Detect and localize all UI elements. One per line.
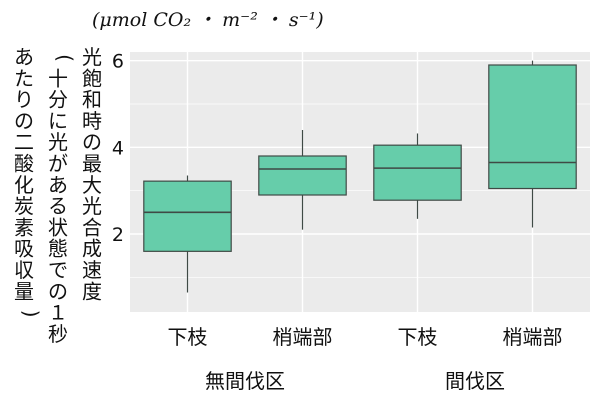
x-category-label: 下枝 — [168, 325, 208, 349]
y-axis-label-char: ) — [19, 310, 43, 318]
box-3 — [373, 133, 462, 219]
box-2 — [258, 130, 347, 230]
y-axis-label-char: 光 — [82, 194, 102, 218]
y-axis-label-char: １ — [48, 301, 68, 325]
y-tick-label: 2 — [112, 224, 124, 246]
y-axis-label-char: 酸 — [14, 152, 34, 176]
y-tick-label: 4 — [112, 137, 124, 159]
y-axis-label-char: 二 — [14, 130, 34, 154]
y-axis-label-char: 光 — [48, 130, 68, 154]
y-axis-label-char: 態 — [48, 237, 68, 261]
x-category-label: 梢端部 — [503, 325, 563, 349]
y-axis-label-char: 状 — [48, 215, 68, 239]
y-axis-label-char: の — [48, 279, 68, 303]
y-tick-label: 6 — [112, 51, 124, 73]
y-axis-label-char: 収 — [14, 258, 34, 282]
unit-label: (μmol CO₂ ・ m⁻² ・ s⁻¹) — [92, 9, 324, 31]
y-axis-label-char: 時 — [82, 109, 102, 133]
x-category-label: 梢端部 — [273, 325, 333, 349]
y-axis-label-char: に — [48, 109, 68, 133]
y-axis-label-char: あ — [14, 45, 34, 69]
box-4 — [488, 60, 577, 228]
y-axis-label-char: 十 — [48, 66, 68, 90]
y-axis-label-char: 炭 — [14, 194, 34, 218]
y-axis-label-char: 和 — [82, 88, 102, 112]
y-tick-labels: 2 4 6 — [112, 51, 124, 246]
y-axis-label-char: 秒 — [48, 322, 68, 346]
y-axis-label-char: 飽 — [82, 66, 102, 90]
y-axis-label-char: ( — [53, 54, 77, 62]
y-axis-label-char: 化 — [14, 173, 34, 197]
y-axis-label-char: 分 — [48, 88, 68, 112]
box-1 — [143, 175, 232, 293]
x-group-labels: 無間伐区 間伐区 — [205, 369, 505, 393]
y-axis-label-char: で — [48, 258, 68, 282]
x-category-labels: 下枝 梢端部 下枝 梢端部 — [168, 325, 563, 349]
y-axis-label-char: 最 — [82, 152, 102, 176]
y-axis-label-char: 速 — [82, 258, 102, 282]
y-axis-label-char: あ — [48, 173, 68, 197]
y-axis-label-char: 光 — [82, 45, 102, 69]
x-category-label: 下枝 — [398, 325, 438, 349]
y-axis-label-char: 量 — [14, 279, 34, 303]
y-axis-label-char: 成 — [82, 237, 102, 261]
box-body — [373, 144, 462, 201]
y-axis-label-char: 素 — [14, 215, 34, 239]
y-axis-label-char: の — [82, 130, 102, 154]
y-axis-label-char: 度 — [82, 279, 102, 303]
y-axis-label-char: 合 — [82, 215, 102, 239]
y-axis-label-char: る — [48, 194, 68, 218]
box-body — [488, 64, 577, 190]
x-group-label: 無間伐区 — [205, 369, 285, 393]
y-axis-label-char: の — [14, 109, 34, 133]
y-axis-label-char: が — [48, 152, 68, 176]
y-axis-label-char: 大 — [82, 173, 102, 197]
box-body — [258, 155, 347, 196]
y-axis-label-char: 吸 — [14, 237, 34, 261]
y-axis-label-char: た — [14, 66, 34, 90]
box-series — [143, 60, 577, 293]
box-body — [143, 180, 232, 252]
y-axis-label-char: り — [14, 88, 34, 112]
x-group-label: 間伐区 — [445, 369, 505, 393]
